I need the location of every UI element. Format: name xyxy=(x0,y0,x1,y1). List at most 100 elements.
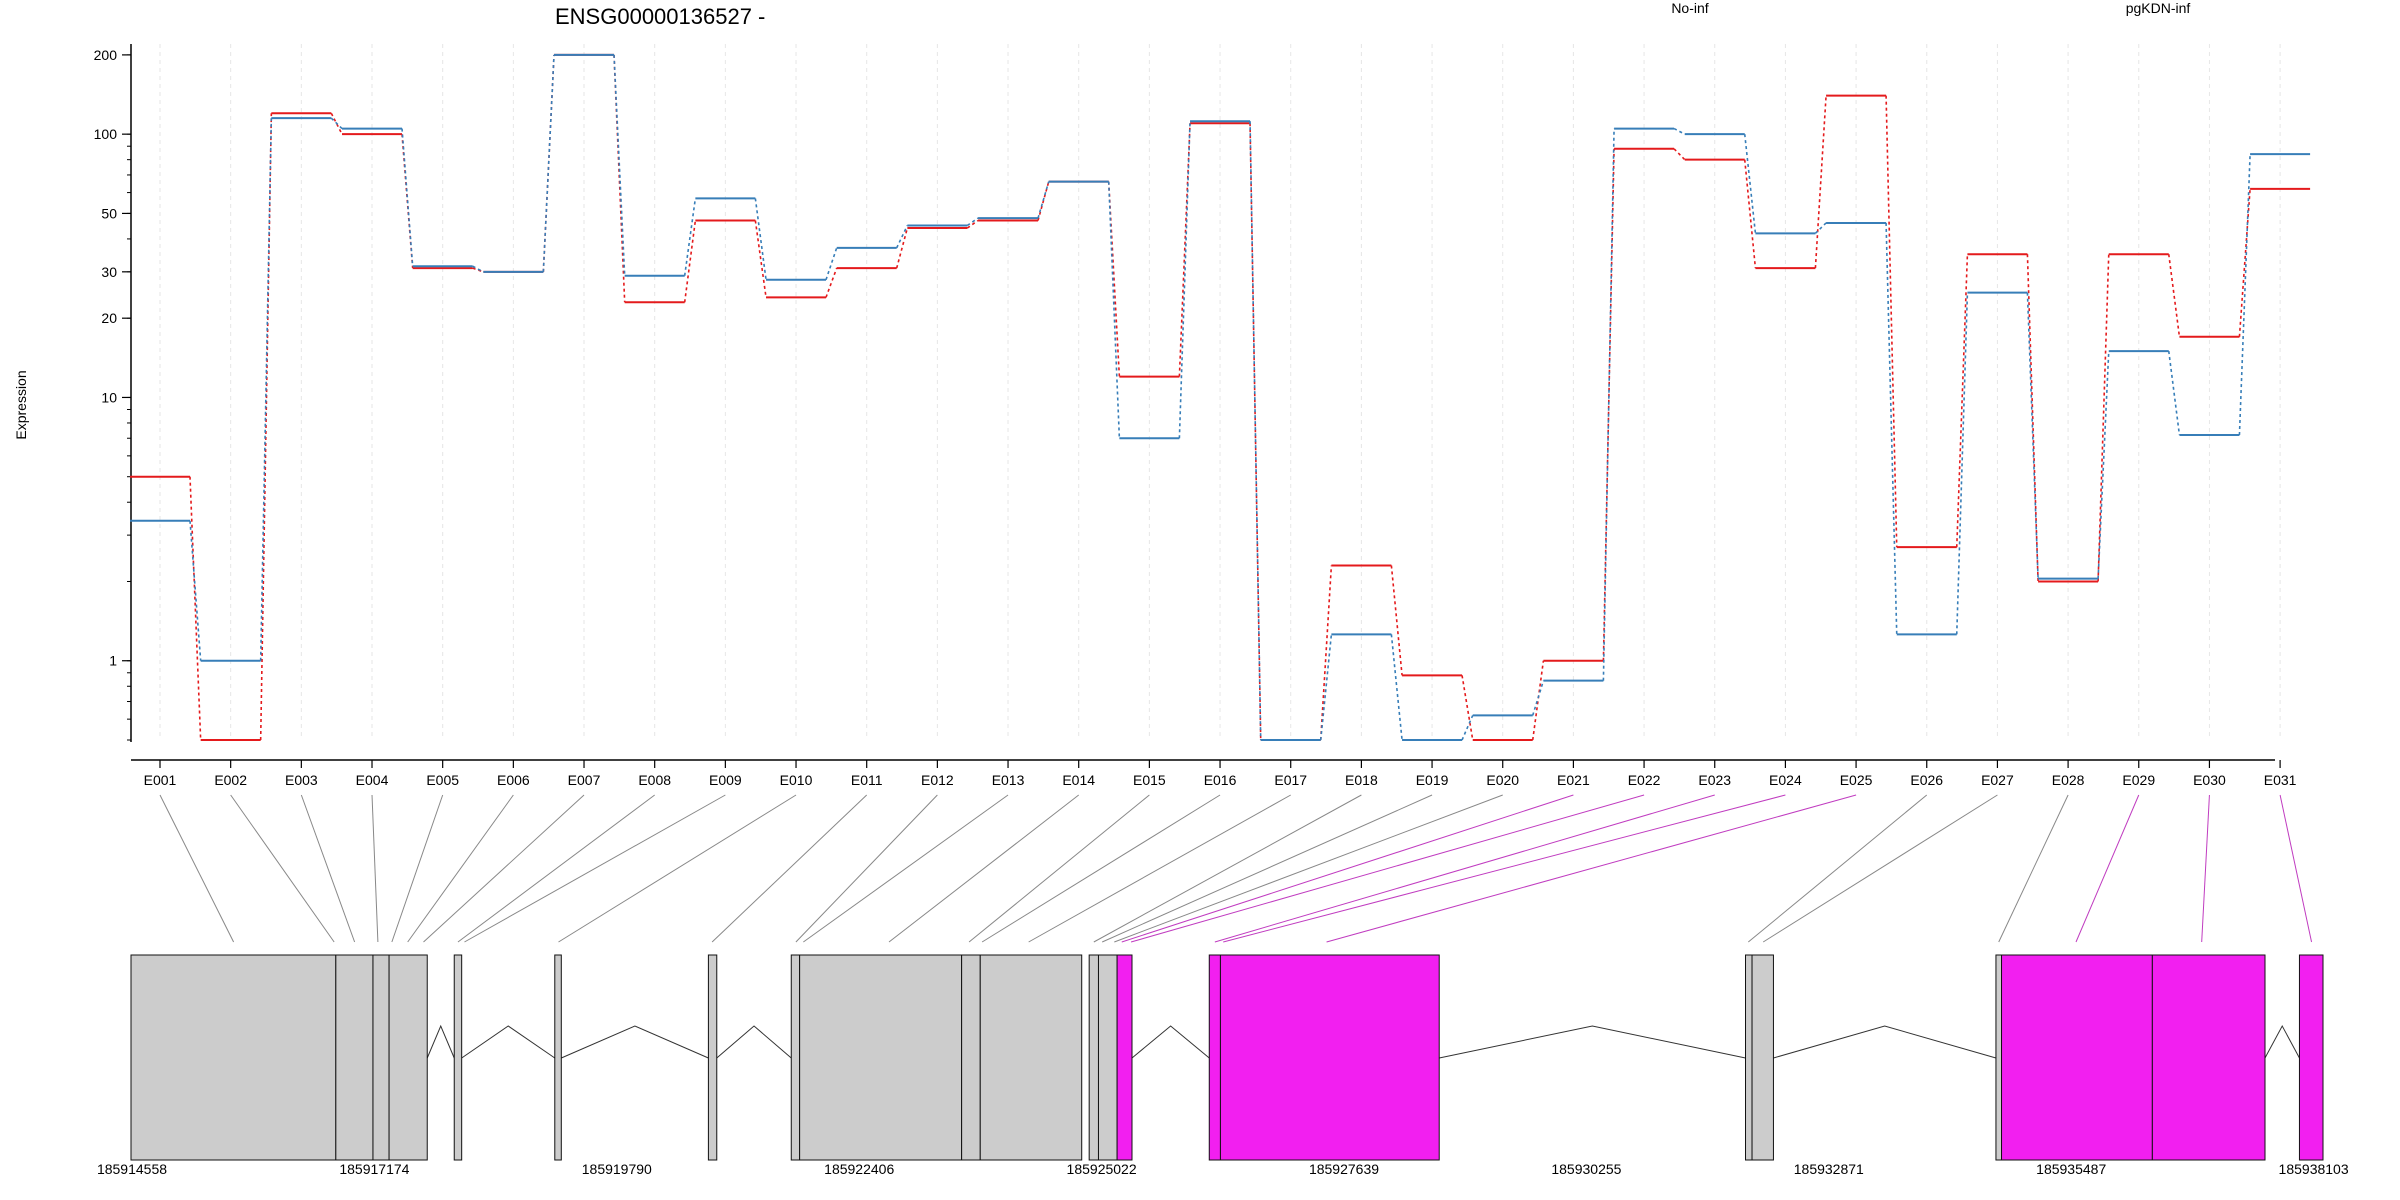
series-transition xyxy=(1249,123,1262,741)
exon-block xyxy=(2151,954,2266,1161)
exon-block xyxy=(1745,954,1753,1161)
series-transition xyxy=(2097,254,2110,582)
connector-e014 xyxy=(888,794,1080,943)
exon-block xyxy=(1751,954,1774,1161)
x-tick-label-e010: E010 xyxy=(780,772,813,788)
exon-block xyxy=(1097,954,1118,1161)
series-transition xyxy=(2167,350,2181,436)
y-tick-label: 10 xyxy=(101,389,117,405)
series-transition xyxy=(472,267,484,273)
genomic-tick-label: 185930255 xyxy=(1551,1161,1621,1177)
intron-line xyxy=(1773,1025,1997,1059)
series-transition xyxy=(1461,715,1474,741)
intron-line xyxy=(2264,1024,2300,1059)
x-tick-label-e021: E021 xyxy=(1557,772,1590,788)
series-transition xyxy=(1178,121,1191,439)
genomic-tick-label: 185925022 xyxy=(1067,1161,1137,1177)
series-pgkdn-inf xyxy=(130,53,2311,741)
exon-connectors xyxy=(159,794,2313,943)
connector-e026 xyxy=(1747,794,1928,943)
x-tick-label-e019: E019 xyxy=(1416,772,1449,788)
series-transition xyxy=(1885,222,1898,635)
series-transition xyxy=(754,220,767,298)
x-tick-label-e029: E029 xyxy=(2122,772,2155,788)
x-tick-label-e017: E017 xyxy=(1274,772,1307,788)
connector-e021 xyxy=(1121,794,1574,943)
exon-block xyxy=(388,954,428,1161)
y-tick-label: 50 xyxy=(101,205,117,221)
y-tick-label: 20 xyxy=(101,310,117,326)
genomic-tick-label: 185932871 xyxy=(1794,1161,1864,1177)
intron-line xyxy=(461,1025,556,1059)
series-transition xyxy=(1107,181,1121,439)
x-tick-label-e018: E018 xyxy=(1345,772,1378,788)
connector-e027 xyxy=(1762,794,1998,943)
x-tick-label-e013: E013 xyxy=(992,772,1025,788)
exon-block xyxy=(453,954,463,1161)
x-tick-label-e027: E027 xyxy=(1981,772,2014,788)
connector-e020 xyxy=(1114,794,1503,943)
series-transition xyxy=(683,220,697,303)
connector-e004 xyxy=(371,794,379,943)
series-transition xyxy=(1249,121,1262,741)
series-transition xyxy=(1037,181,1050,221)
gene-model-track xyxy=(130,954,2324,1161)
genomic-tick-label: 185938103 xyxy=(2279,1161,2349,1177)
connector-e030 xyxy=(2201,794,2210,943)
connector-e001 xyxy=(159,794,235,943)
exon-block xyxy=(1219,954,1440,1161)
connector-e002 xyxy=(230,794,335,943)
connector-e013 xyxy=(803,794,1009,943)
x-tick-label-e015: E015 xyxy=(1133,772,1166,788)
series-transition xyxy=(895,227,909,269)
intron-line xyxy=(716,1025,792,1059)
series-transition xyxy=(2238,154,2251,436)
x-tick-label-e003: E003 xyxy=(285,772,318,788)
exon-block xyxy=(961,954,981,1161)
connector-e006 xyxy=(407,794,514,943)
exon-block xyxy=(1208,954,1221,1161)
x-tick-label-e009: E009 xyxy=(709,772,742,788)
plot-series xyxy=(130,53,2311,741)
exon-block xyxy=(372,954,390,1161)
x-tick-label-e020: E020 xyxy=(1486,772,1519,788)
series-transition xyxy=(754,198,767,280)
x-tick-label-e024: E024 xyxy=(1769,772,1802,788)
x-tick-label-e022: E022 xyxy=(1628,772,1661,788)
series-transition xyxy=(1814,95,1827,269)
exon-block xyxy=(790,954,801,1161)
genomic-tick-label: 185917174 xyxy=(339,1161,409,1177)
x-tick-label-e008: E008 xyxy=(638,772,671,788)
series-transition xyxy=(1461,675,1474,741)
x-tick-label-e016: E016 xyxy=(1204,772,1237,788)
series-transition xyxy=(825,267,838,298)
series-transition xyxy=(613,54,626,276)
intron-line xyxy=(1131,1025,1210,1059)
series-transition xyxy=(683,198,697,276)
exon-block xyxy=(707,954,718,1161)
exon-block xyxy=(1116,954,1133,1161)
series-transition xyxy=(1037,181,1050,219)
series-transition xyxy=(2238,188,2251,337)
plot-gridlines xyxy=(159,44,2281,740)
series-transition xyxy=(1319,565,1333,741)
x-tick-label-e030: E030 xyxy=(2193,772,2226,788)
connector-e023 xyxy=(1214,794,1715,943)
series-transition xyxy=(1531,660,1545,741)
series-transition xyxy=(1531,680,1545,716)
series-transition xyxy=(613,54,626,303)
series-transition xyxy=(542,54,555,272)
connector-e019 xyxy=(1101,794,1433,943)
series-transition xyxy=(1955,292,1969,635)
series-transition xyxy=(1743,134,1757,234)
genomic-tick-label: 185922406 xyxy=(824,1161,894,1177)
connector-e011 xyxy=(711,794,868,943)
series-transition xyxy=(330,117,343,130)
x-tick-label-e007: E007 xyxy=(568,772,601,788)
genomic-position-axis: 185914558 185917174 185919790 185922406 1859… xyxy=(97,1161,2349,1177)
genomic-tick-label: 185935487 xyxy=(2036,1161,2106,1177)
series-transition xyxy=(1319,634,1333,741)
exon-block xyxy=(335,954,374,1161)
exon-block xyxy=(2298,954,2324,1161)
